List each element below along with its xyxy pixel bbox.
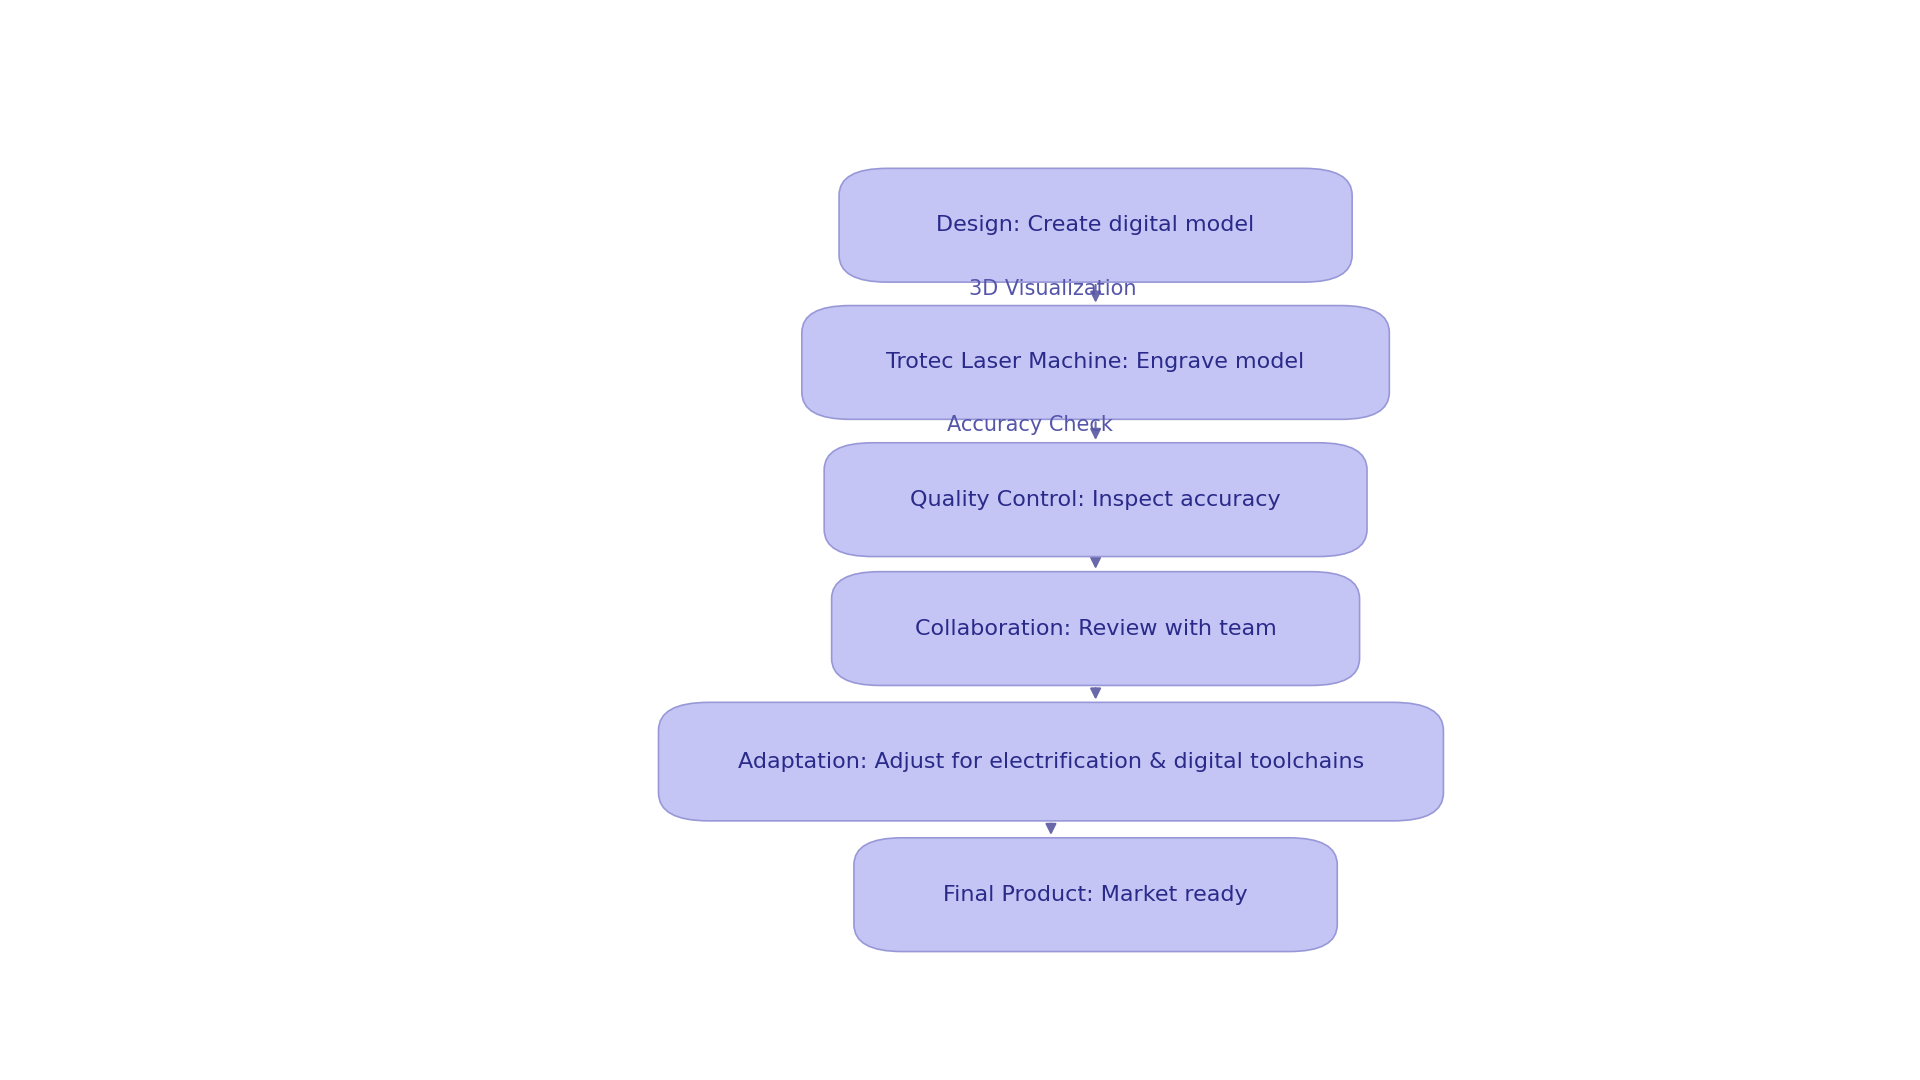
FancyBboxPatch shape: [803, 306, 1390, 419]
FancyBboxPatch shape: [659, 702, 1444, 821]
Text: Design: Create digital model: Design: Create digital model: [937, 215, 1256, 235]
Text: Final Product: Market ready: Final Product: Market ready: [943, 885, 1248, 905]
FancyBboxPatch shape: [824, 443, 1367, 556]
FancyBboxPatch shape: [839, 168, 1352, 282]
FancyBboxPatch shape: [854, 838, 1336, 951]
Text: Trotec Laser Machine: Engrave model: Trotec Laser Machine: Engrave model: [887, 352, 1306, 373]
Text: Quality Control: Inspect accuracy: Quality Control: Inspect accuracy: [910, 489, 1281, 510]
Text: Accuracy Check: Accuracy Check: [947, 415, 1114, 435]
Text: Adaptation: Adjust for electrification & digital toolchains: Adaptation: Adjust for electrification &…: [737, 752, 1363, 771]
FancyBboxPatch shape: [831, 571, 1359, 686]
Text: 3D Visualization: 3D Visualization: [970, 280, 1137, 299]
Text: Collaboration: Review with team: Collaboration: Review with team: [914, 619, 1277, 638]
